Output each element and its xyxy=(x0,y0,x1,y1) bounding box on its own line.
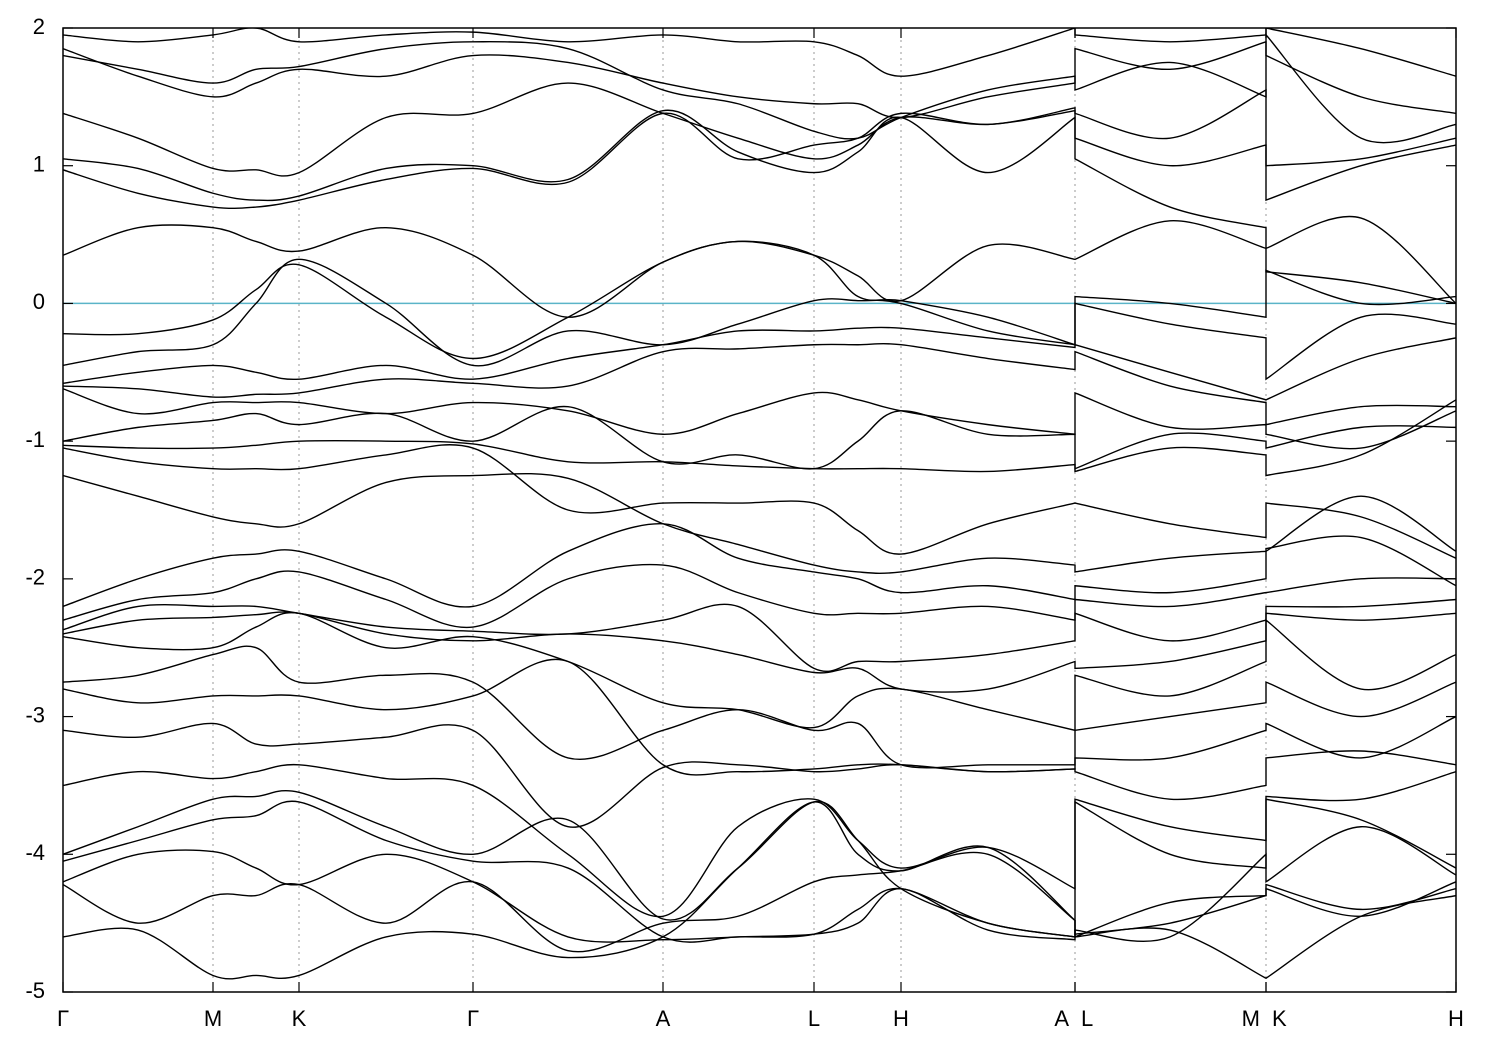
x-tick-label: M xyxy=(204,1006,222,1031)
band-line xyxy=(63,472,1456,574)
x-tick-label: A xyxy=(1054,1006,1069,1031)
x-tick-label: Γ xyxy=(467,1006,479,1031)
band-line xyxy=(63,800,1456,943)
band-line xyxy=(63,801,1456,980)
x-tick-label: H xyxy=(1448,1006,1464,1031)
band-line xyxy=(63,611,1456,732)
x-tick-label: A xyxy=(656,1006,671,1031)
band-line xyxy=(63,40,1456,119)
band-line xyxy=(63,82,1456,177)
band-line xyxy=(63,109,1456,202)
band-line xyxy=(63,523,1456,608)
band-line xyxy=(63,611,1456,693)
x-tick-label: L xyxy=(808,1006,820,1031)
band-line xyxy=(63,722,1456,828)
x-tick-label: L xyxy=(1081,1006,1093,1031)
band-line xyxy=(63,399,1456,477)
band-line xyxy=(63,444,1456,559)
band-line xyxy=(63,258,1456,381)
band-line xyxy=(63,343,1456,426)
plot-frame xyxy=(62,27,1457,993)
band-line xyxy=(63,658,1456,776)
y-tick-label: 2 xyxy=(33,14,45,39)
y-tick-label: -2 xyxy=(25,565,45,590)
band-line xyxy=(63,645,1456,769)
y-tick-label: -5 xyxy=(25,978,45,1003)
band-line xyxy=(63,598,1456,673)
band-line xyxy=(63,405,1456,470)
band-line xyxy=(63,107,1456,304)
y-tick-label: -1 xyxy=(25,427,45,452)
bands xyxy=(63,28,1456,980)
x-tick-label: K xyxy=(1272,1006,1287,1031)
y-tick-label: 0 xyxy=(33,289,45,314)
band-line xyxy=(63,240,1456,360)
band-line xyxy=(63,388,1456,450)
band-line xyxy=(63,326,1456,401)
y-tick-label: -3 xyxy=(25,702,45,727)
band-line xyxy=(63,563,1456,629)
band-line xyxy=(63,849,1456,943)
band-line xyxy=(63,851,1456,953)
band-line xyxy=(63,763,1456,918)
y-tick-label: 1 xyxy=(33,152,45,177)
x-tick-label: H xyxy=(893,1006,909,1031)
x-tick-label: K xyxy=(292,1006,307,1031)
band-line xyxy=(63,28,1456,77)
y-tick-label: -4 xyxy=(25,840,45,865)
x-tick-label: Γ xyxy=(57,1006,69,1031)
band-line xyxy=(63,33,1456,144)
x-tick-label: M xyxy=(1242,1006,1260,1031)
